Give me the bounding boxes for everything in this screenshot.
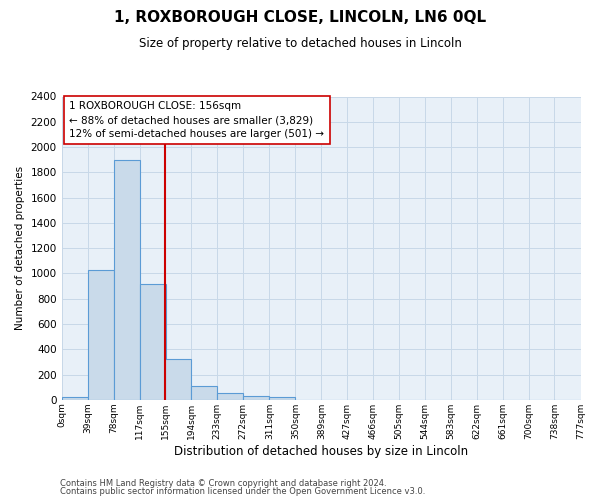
Bar: [269, 398, 295, 400]
Text: Contains public sector information licensed under the Open Government Licence v3: Contains public sector information licen…: [60, 487, 425, 496]
Text: 1 ROXBOROUGH CLOSE: 156sqm
← 88% of detached houses are smaller (3,829)
12% of s: 1 ROXBOROUGH CLOSE: 156sqm ← 88% of deta…: [70, 101, 325, 139]
Bar: [165, 360, 191, 400]
Text: Contains HM Land Registry data © Crown copyright and database right 2024.: Contains HM Land Registry data © Crown c…: [60, 478, 386, 488]
Bar: [243, 396, 269, 400]
Text: 1, ROXBOROUGH CLOSE, LINCOLN, LN6 0QL: 1, ROXBOROUGH CLOSE, LINCOLN, LN6 0QL: [114, 10, 486, 25]
X-axis label: Distribution of detached houses by size in Lincoln: Distribution of detached houses by size …: [174, 444, 468, 458]
Bar: [62, 398, 88, 400]
Bar: [88, 270, 114, 400]
Bar: [217, 394, 243, 400]
Bar: [114, 160, 140, 400]
Bar: [140, 284, 166, 400]
Bar: [191, 386, 217, 400]
Text: Size of property relative to detached houses in Lincoln: Size of property relative to detached ho…: [139, 38, 461, 51]
Y-axis label: Number of detached properties: Number of detached properties: [15, 166, 25, 330]
